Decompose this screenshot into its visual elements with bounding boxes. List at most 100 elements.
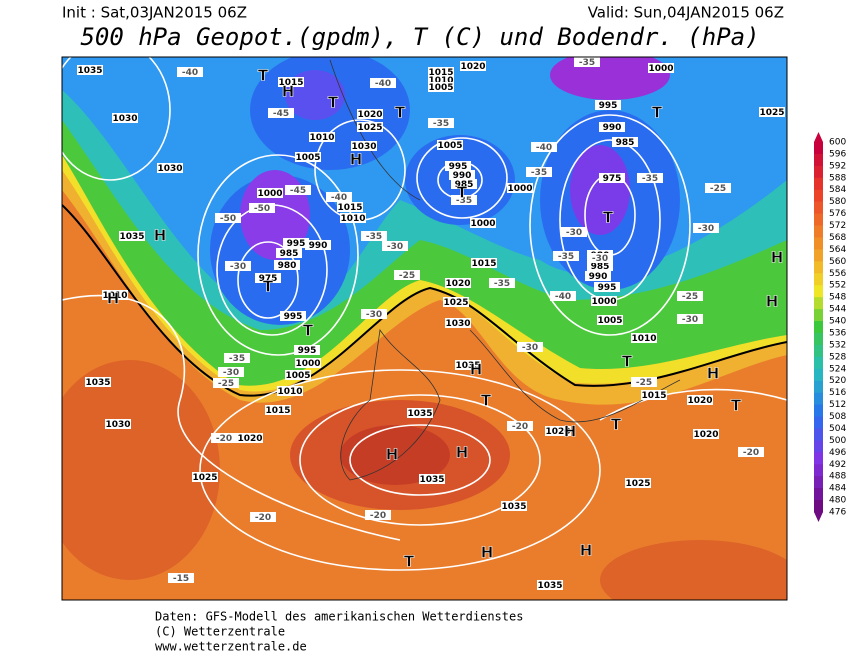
temperature-label: -30 bbox=[223, 368, 239, 378]
temperature-label-box bbox=[705, 183, 731, 193]
isobar-label-box bbox=[295, 152, 321, 162]
temperature-label: -30 bbox=[592, 254, 608, 264]
isobar-label-box bbox=[625, 478, 651, 488]
temperature-label: -40 bbox=[555, 292, 571, 302]
isobar-label: 1025 bbox=[759, 108, 784, 118]
colorbar-label: 528 bbox=[829, 352, 846, 362]
pressure-center: T bbox=[404, 553, 415, 571]
isobar-label: 1015 bbox=[641, 391, 666, 401]
temperature-label: -50 bbox=[254, 204, 270, 214]
isobar-label: 985 bbox=[455, 180, 474, 190]
colorbar-segment bbox=[814, 201, 823, 215]
pressure-center: H bbox=[456, 444, 469, 462]
temperature-label: -35 bbox=[531, 168, 547, 178]
temperature-label-box bbox=[693, 223, 719, 233]
colorbar-label: 556 bbox=[829, 269, 846, 279]
isobar-label-box bbox=[112, 113, 138, 123]
isobar-label-box bbox=[595, 100, 621, 110]
isobar-label: 1035 bbox=[119, 232, 144, 242]
isobar-label-box bbox=[597, 315, 623, 325]
colorbar-segment bbox=[814, 464, 823, 477]
isobar-label: 995 bbox=[284, 312, 303, 322]
temperature-label-box bbox=[326, 192, 352, 202]
isobar-label: 1020 bbox=[460, 62, 485, 72]
isobar-label: 1020 bbox=[445, 279, 470, 289]
isobar-label: 1000 bbox=[470, 219, 495, 229]
isobar-label-box bbox=[455, 360, 481, 370]
temperature-label: -40 bbox=[536, 143, 552, 153]
temperature-label: -35 bbox=[366, 232, 382, 242]
temperature-label-box bbox=[213, 378, 239, 388]
init-time: Init : Sat,03JAN2015 06Z bbox=[62, 4, 247, 22]
isobar-label-box bbox=[687, 395, 713, 405]
colorbar-segment bbox=[814, 416, 823, 429]
colorbar-label: 576 bbox=[829, 209, 846, 219]
isobar-label: 1035 bbox=[77, 66, 102, 76]
colorbar-label: 484 bbox=[829, 484, 846, 494]
colorbar-segment bbox=[814, 440, 823, 453]
pressure-center: H bbox=[707, 365, 720, 383]
colorbar-segment bbox=[814, 297, 823, 310]
isobar-label: 1035 bbox=[407, 409, 432, 419]
isobar-label: 1010 bbox=[631, 334, 656, 344]
colorbar-segment bbox=[814, 189, 823, 203]
pressure-center: H bbox=[580, 542, 593, 560]
isobar-label: 1015 bbox=[337, 203, 362, 213]
isobar-label: 1035 bbox=[455, 361, 480, 371]
colorbar-segment bbox=[814, 273, 823, 286]
colorbar-label: 532 bbox=[829, 340, 846, 350]
pressure-center: H bbox=[564, 423, 577, 441]
pressure-center: H bbox=[481, 544, 494, 562]
isobar-label-box bbox=[265, 405, 291, 415]
temperature-label: -35 bbox=[494, 279, 510, 289]
isobar-label-box bbox=[631, 333, 657, 343]
isobar-label-box bbox=[437, 140, 463, 150]
temperature-label-box bbox=[631, 377, 657, 387]
isobar-label: 1020 bbox=[357, 110, 382, 120]
temperature-label: -35 bbox=[579, 58, 595, 68]
colorbar-label: 560 bbox=[829, 257, 846, 267]
isobar-label-box bbox=[445, 278, 471, 288]
isobar-label-box bbox=[309, 132, 335, 142]
pressure-center: T bbox=[481, 392, 492, 410]
colorbar-arrow bbox=[814, 132, 823, 142]
pressure-center: H bbox=[350, 151, 363, 169]
colorbar-segment bbox=[814, 344, 823, 358]
temperature-label-box bbox=[677, 291, 703, 301]
isobar-label: 1035 bbox=[85, 378, 110, 388]
pressure-center: T bbox=[603, 209, 614, 227]
colorbar-label: 492 bbox=[829, 460, 846, 470]
temperature-label-box bbox=[561, 227, 587, 237]
isobar-label: 1000 bbox=[295, 359, 320, 369]
isobar-label-box bbox=[585, 271, 611, 281]
isobar-label: 1025 bbox=[443, 298, 468, 308]
isobar-label-box bbox=[119, 231, 145, 241]
temperature-label-box bbox=[574, 57, 600, 67]
isobar-label: 1005 bbox=[597, 316, 622, 326]
isobar-label-box bbox=[102, 290, 128, 300]
footer-line: (C) Wetterzentrale bbox=[155, 625, 285, 639]
temperature-label: -40 bbox=[331, 193, 347, 203]
colorbar-segment bbox=[814, 249, 823, 262]
footer-line: Daten: GFS-Modell des amerikanischen Wet… bbox=[155, 610, 523, 624]
temperature-label: -20 bbox=[743, 448, 759, 458]
isobar-label: 1035 bbox=[419, 475, 444, 485]
isobar-label-box bbox=[451, 179, 477, 189]
map-title: 500 hPa Geopot.(gpdm), T (C) und Bodendr… bbox=[80, 23, 759, 51]
isobar-label-box bbox=[192, 472, 218, 482]
isobar-label: 1020 bbox=[687, 396, 712, 406]
isobar-label: 1000 bbox=[257, 189, 282, 199]
temperature-label: -40 bbox=[182, 68, 198, 78]
temperature-label: -35 bbox=[558, 252, 574, 262]
colorbar-label: 476 bbox=[829, 508, 846, 518]
isobar-label: 1010 bbox=[309, 133, 334, 143]
temperature-label-box bbox=[249, 203, 275, 213]
temperature-label: -25 bbox=[710, 184, 726, 194]
isobar-label-box bbox=[648, 63, 674, 73]
isobar-label-box bbox=[337, 202, 363, 212]
isobar-label-box bbox=[693, 429, 719, 439]
temperature-label: -45 bbox=[273, 109, 289, 119]
temperature-label-box bbox=[517, 342, 543, 352]
temperature-label: -30 bbox=[230, 262, 246, 272]
temperature-label-box bbox=[451, 195, 477, 205]
